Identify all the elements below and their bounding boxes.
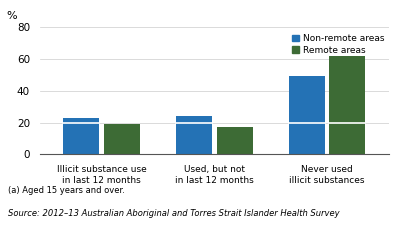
Bar [289, 76, 325, 154]
Legend: Non-remote areas, Remote areas: Non-remote areas, Remote areas [289, 30, 388, 58]
Y-axis label: %: % [6, 11, 17, 21]
Bar [64, 118, 99, 154]
Text: (a) Aged 15 years and over.: (a) Aged 15 years and over. [8, 186, 125, 195]
Text: Source: 2012–13 Australian Aboriginal and Torres Strait Islander Health Survey: Source: 2012–13 Australian Aboriginal an… [8, 209, 339, 218]
Bar [176, 116, 212, 154]
Bar [104, 124, 140, 154]
Bar [217, 127, 253, 154]
Bar [330, 56, 365, 154]
